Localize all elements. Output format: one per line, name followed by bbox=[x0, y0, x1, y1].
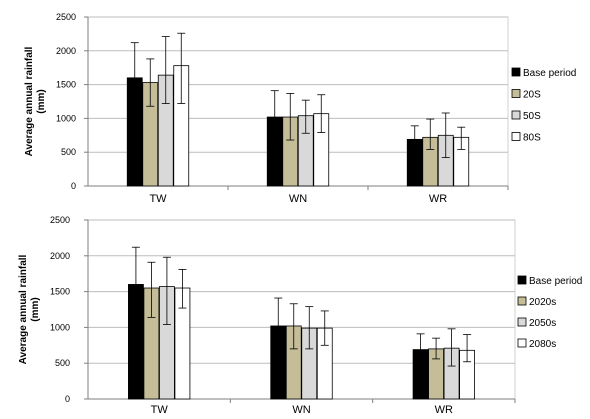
legend-label: 2080s bbox=[529, 339, 556, 350]
y-axis-label: Average annual rainfall(mm) bbox=[24, 46, 47, 156]
x-tick-label: WR bbox=[429, 193, 447, 205]
y-axis-label: Average annual rainfall(mm) bbox=[18, 254, 41, 364]
x-tick-label: TW bbox=[149, 193, 167, 205]
chart-bottom: 0 500 1000 1500 2000 2500 Average annual rainf… bbox=[18, 215, 582, 416]
legend-swatch bbox=[517, 317, 527, 327]
legend-swatch bbox=[511, 132, 521, 141]
legend-label: 50S bbox=[523, 111, 541, 122]
legend-swatch bbox=[511, 67, 521, 77]
y-tick-label: 1000 bbox=[56, 113, 76, 123]
x-tick-label: WR bbox=[435, 404, 453, 416]
legend-swatch bbox=[517, 275, 527, 285]
x-tick-label: TW bbox=[151, 404, 169, 416]
chart-top: 0 500 1000 1500 2000 2500 Average annual rainf… bbox=[24, 12, 576, 205]
legend-label: Base period bbox=[529, 276, 582, 287]
y-tick-label: 2500 bbox=[56, 12, 76, 22]
legend-label: Base period bbox=[523, 68, 576, 79]
y-tick-label: 0 bbox=[65, 394, 70, 404]
y-tick-label: 2000 bbox=[50, 251, 70, 261]
y-tick-label: 1000 bbox=[50, 322, 70, 332]
y-axis-label-line2: (mm) bbox=[30, 297, 41, 321]
y-tick-label: 2000 bbox=[56, 46, 76, 56]
y-tick-label: 2500 bbox=[50, 215, 70, 225]
legend-swatch bbox=[511, 89, 521, 98]
y-tick-label: 1500 bbox=[50, 287, 70, 297]
legend-swatch bbox=[517, 338, 527, 348]
y-tick-label: 1500 bbox=[56, 80, 76, 90]
legend-label: 2050s bbox=[529, 318, 556, 329]
y-axis-label-line1: Average annual rainfall bbox=[18, 254, 29, 364]
legend-label: 20S bbox=[523, 90, 541, 101]
y-axis-label-line2: (mm) bbox=[36, 89, 47, 113]
legend-label: 2020s bbox=[529, 297, 556, 308]
legend-swatch bbox=[517, 296, 527, 306]
legend-label: 80S bbox=[523, 133, 541, 144]
y-axis-label-line1: Average annual rainfall bbox=[24, 46, 35, 156]
x-tick-label: WN bbox=[289, 193, 307, 205]
y-tick-label: 500 bbox=[61, 147, 76, 157]
y-tick-label: 0 bbox=[71, 181, 76, 191]
x-tick-label: WN bbox=[292, 404, 310, 416]
y-tick-label: 500 bbox=[55, 358, 70, 368]
legend-swatch bbox=[511, 110, 521, 120]
